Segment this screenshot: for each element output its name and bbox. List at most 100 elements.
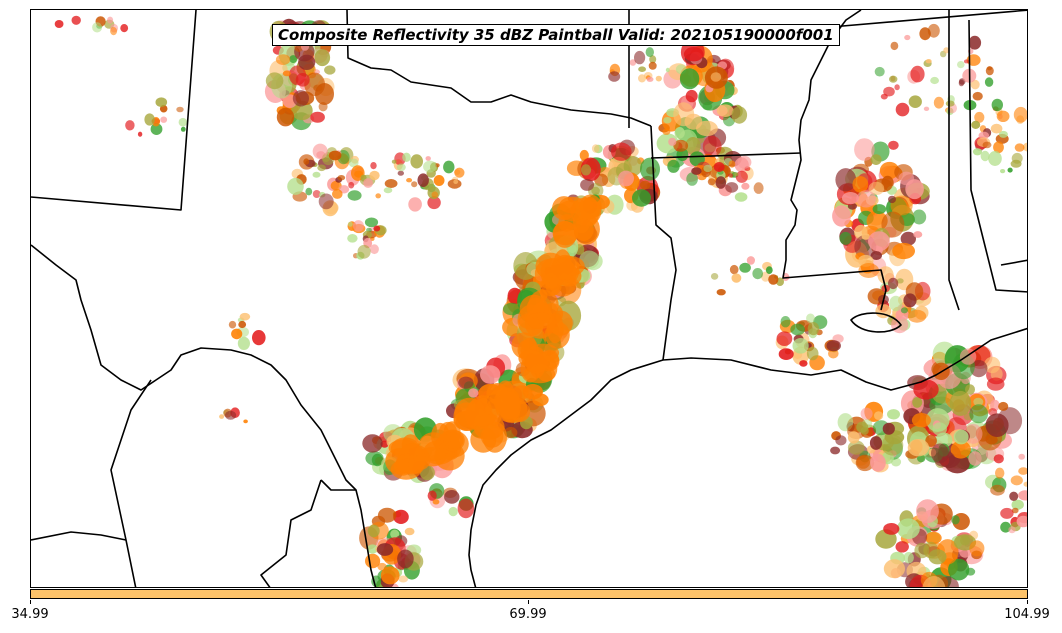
boundary-tx-la xyxy=(650,125,677,361)
colorbar-tick-mid-mark xyxy=(528,600,529,604)
boundary-mexico-1 xyxy=(110,379,152,587)
paintball-blob xyxy=(362,434,383,453)
paintball-blob xyxy=(380,566,400,585)
paintball-blob xyxy=(480,365,501,384)
paintball-blob xyxy=(874,66,885,77)
paintball-blob xyxy=(990,367,1003,381)
paintball-blob xyxy=(985,66,994,76)
paintball-blob xyxy=(716,289,726,296)
paintball-blob xyxy=(973,397,984,406)
paintball-blob xyxy=(383,187,393,194)
paintball-blob xyxy=(993,141,1004,154)
paintball-blob xyxy=(734,192,748,202)
paintball-blob xyxy=(369,244,379,255)
paintball-blob xyxy=(927,23,940,38)
paintball-blob xyxy=(295,73,310,87)
paintball-blob xyxy=(969,404,989,424)
paintball-blob xyxy=(638,66,646,72)
paintball-blob xyxy=(807,322,820,336)
paintball-blob xyxy=(357,244,371,259)
paintball-blob xyxy=(729,264,739,275)
paintball-blob xyxy=(965,384,975,395)
paintball-blob xyxy=(638,74,646,83)
paintball-blob xyxy=(778,348,794,360)
paintball-core-blob xyxy=(480,424,504,448)
paintball-blob xyxy=(870,154,882,166)
coastline-la xyxy=(662,327,1027,391)
paintball-blob xyxy=(292,90,309,107)
paintball-blob xyxy=(949,390,972,416)
paintball-blob xyxy=(895,541,909,553)
paintball-core-blob xyxy=(554,257,575,282)
paintball-blob xyxy=(276,107,295,127)
paintball-blob xyxy=(839,231,852,245)
lake-pontchartrain xyxy=(850,312,902,333)
colorbar-tick-max: 104.99 xyxy=(1004,607,1050,622)
paintball-blob xyxy=(347,190,362,201)
paintball-blob xyxy=(393,509,409,524)
paintball-blob xyxy=(957,61,965,69)
paintball-blob xyxy=(890,41,899,51)
paintball-blob xyxy=(731,106,748,124)
coastline-tx xyxy=(468,359,664,587)
paintball-blob xyxy=(1010,475,1023,486)
paintball-blob xyxy=(870,251,882,260)
paintball-blob xyxy=(826,340,841,352)
paintball-blob xyxy=(1000,521,1011,533)
paintball-blob xyxy=(674,127,685,139)
paintball-blob xyxy=(985,413,1009,438)
paintball-blob xyxy=(930,76,939,85)
paintball-blob xyxy=(265,72,284,90)
colorbar-tick-min: 34.99 xyxy=(11,607,49,622)
paintball-blob xyxy=(71,15,81,25)
paintball-blob xyxy=(914,542,930,559)
paintball-blob xyxy=(931,443,949,464)
paintball-blob xyxy=(948,558,970,581)
paintball-blob xyxy=(998,401,1009,411)
paintball-blob xyxy=(632,189,651,207)
paintball-blob xyxy=(889,75,898,83)
paintball-blob xyxy=(925,531,942,545)
paintball-blob xyxy=(728,173,734,178)
paintball-blob xyxy=(892,242,915,260)
paintball-blob xyxy=(364,217,379,228)
paintball-blob xyxy=(854,138,875,161)
paintball-blob xyxy=(900,307,908,314)
reflectivity-paintball-layer xyxy=(54,15,1027,587)
paintball-blob xyxy=(855,454,875,472)
paintball-blob xyxy=(608,71,621,82)
boundary-mexico-3 xyxy=(260,479,322,587)
paintball-blob xyxy=(457,498,475,519)
paintball-blob xyxy=(397,170,404,176)
paintball-blob xyxy=(691,167,702,175)
paintball-blob xyxy=(237,336,250,350)
paintball-blob xyxy=(713,162,725,172)
paintball-blob xyxy=(376,543,394,556)
paintball-blob xyxy=(912,209,927,225)
paintball-blob xyxy=(54,20,64,28)
paintball-blob xyxy=(324,65,336,75)
paintball-blob xyxy=(291,100,313,121)
paintball-blob xyxy=(1000,507,1014,519)
paintball-blob xyxy=(741,182,750,190)
paintball-blob xyxy=(881,434,904,456)
paintball-blob xyxy=(137,131,143,137)
paintball-blob xyxy=(996,110,1010,123)
paintball-blob xyxy=(907,439,930,457)
paintball-blob xyxy=(890,195,913,216)
paintball-blob xyxy=(835,435,847,446)
paintball-blob xyxy=(580,164,592,176)
boundary-nm-east xyxy=(31,10,197,211)
paintball-blob xyxy=(239,312,251,321)
paintball-blob xyxy=(120,24,129,33)
paintball-blob xyxy=(448,506,458,517)
paintball-blob xyxy=(663,117,672,124)
paintball-blob xyxy=(282,70,291,77)
paintball-blob xyxy=(502,302,521,316)
colorbar xyxy=(30,589,1028,599)
paintball-blob xyxy=(371,453,383,467)
paintball-blob xyxy=(634,50,646,65)
paintball-blob xyxy=(922,576,946,587)
paintball-blob xyxy=(897,518,920,539)
paintball-blob xyxy=(673,102,695,127)
